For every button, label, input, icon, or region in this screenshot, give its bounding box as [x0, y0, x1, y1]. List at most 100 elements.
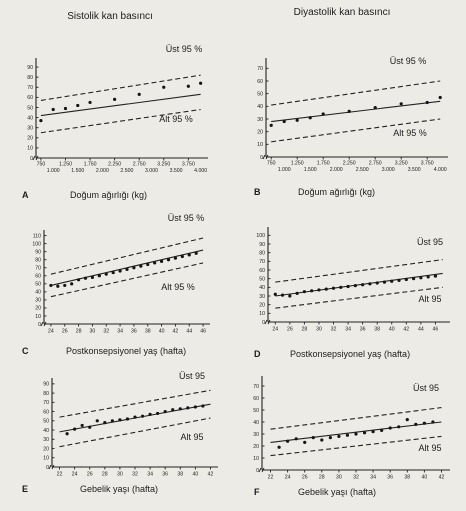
panel-c: 0 10 20 30 40 50 60 70 80 90 100 110 24 26 28 30 32 34 36 3… — [22, 213, 210, 356]
data-point — [118, 269, 122, 273]
x-tick-label: 34 — [117, 329, 123, 335]
x-tick-label: 42 — [208, 472, 214, 478]
x-tick-label: 26 — [62, 329, 68, 335]
data-point — [148, 412, 152, 416]
x-tick-label: 38 — [404, 475, 410, 481]
data-point — [375, 281, 379, 285]
x-tick-label: 24 — [272, 327, 278, 333]
y-tick-label: 10 — [253, 456, 259, 462]
y-tick-label: 0 — [260, 155, 263, 161]
data-point — [49, 283, 53, 288]
x-tick-label: 2.250 — [343, 161, 356, 167]
y-tick-label: 20 — [259, 302, 265, 308]
panel-letter: C — [22, 346, 29, 356]
y-tick-label: 40 — [257, 104, 263, 110]
data-point — [362, 431, 367, 435]
y-tick-label: 30 — [253, 432, 259, 438]
x-tick-label: 28 — [76, 329, 82, 335]
x-tick-label: 3.250 — [157, 162, 170, 168]
x-tick-label: 38 — [374, 327, 380, 333]
panel-letter: B — [254, 187, 261, 197]
lower-95-line — [40, 108, 201, 134]
y-tick-label: 100 — [256, 233, 265, 239]
data-point — [180, 254, 184, 259]
x-tick-label: 38 — [177, 472, 183, 478]
y-tick-label: 30 — [257, 117, 263, 123]
y-tick-label: 70 — [257, 66, 263, 72]
y-tick-label: 50 — [259, 276, 265, 282]
data-point — [280, 293, 285, 297]
x-tick-label: 1.750 — [84, 162, 97, 168]
x-tick-label: 3.500 — [408, 167, 421, 173]
lower-95-label: Alt 95 % — [161, 282, 195, 292]
x-tick-label: 30 — [336, 475, 342, 481]
data-point — [65, 432, 69, 436]
upper-95-label: Üst 95 % — [390, 56, 427, 66]
x-axis-label: Postkonsepsiyonel yaş (hafta) — [290, 349, 410, 359]
data-point — [137, 92, 141, 96]
x-tick-label: 22 — [268, 475, 274, 481]
title-left: Sistolik kan basıncı — [67, 11, 153, 22]
data-point — [345, 433, 350, 437]
data-point — [346, 284, 350, 289]
upper-95-line — [271, 80, 441, 106]
data-point — [199, 81, 203, 85]
upper-95-label: Üst 95 % — [166, 44, 203, 54]
data-point — [337, 434, 341, 438]
data-point — [63, 106, 68, 111]
upper-95-label: Üst 95 — [417, 237, 443, 247]
x-axis-label: Gebelik yaşı (hafta) — [80, 484, 158, 494]
data-point — [295, 118, 299, 122]
y-tick-label: 20 — [43, 446, 49, 452]
data-point — [273, 292, 277, 296]
data-point — [187, 253, 191, 257]
data-point — [76, 278, 81, 282]
data-point — [133, 415, 137, 419]
data-point — [269, 123, 273, 127]
y-tick-label: 40 — [35, 290, 41, 296]
data-point — [399, 102, 403, 106]
lower-95-line — [275, 286, 443, 309]
x-tick-label: 28 — [302, 327, 308, 333]
x-tick-label: 44 — [418, 327, 424, 333]
y-tick-label: 30 — [27, 125, 33, 131]
x-tick-label: 34 — [147, 472, 153, 478]
data-point — [104, 272, 108, 276]
x-tick-label: 4.000 — [434, 167, 447, 173]
y-tick-label: 10 — [27, 146, 33, 152]
data-point — [412, 277, 416, 281]
data-point — [320, 438, 324, 442]
y-tick-label: 30 — [43, 437, 49, 443]
y-tick-label: 60 — [259, 268, 265, 274]
data-point — [194, 251, 198, 255]
x-tick-label: 26 — [287, 327, 293, 333]
data-point — [397, 425, 401, 429]
x-tick-label: 42 — [173, 329, 179, 335]
x-tick-label: 24 — [48, 329, 54, 335]
y-tick-label: 50 — [43, 419, 49, 425]
x-tick-label: 26 — [302, 475, 308, 481]
data-point — [288, 294, 292, 298]
y-tick-label: 60 — [43, 409, 49, 415]
data-point — [156, 411, 160, 416]
data-point — [339, 285, 343, 289]
data-point — [277, 445, 281, 449]
lower-95-label: Alt 95 % — [393, 128, 427, 138]
data-point — [295, 291, 299, 295]
y-tick-label: 20 — [253, 444, 259, 450]
data-point — [186, 406, 190, 410]
x-tick-label: 40 — [192, 472, 198, 478]
regression-line — [50, 249, 204, 286]
x-tick-label: 36 — [387, 475, 393, 481]
panel-e: 0 10 20 30 40 50 60 70 80 90 22 24 26 28 30 32 34 36 38 40 4… — [22, 371, 218, 494]
y-tick-label: 70 — [259, 259, 265, 265]
y-tick-label: 20 — [27, 136, 33, 142]
x-tick-label: 26 — [87, 472, 93, 478]
x-tick-label: 750 — [37, 162, 46, 168]
data-point — [159, 259, 164, 263]
y-tick-label: 40 — [259, 285, 265, 291]
y-tick-label: 0 — [46, 465, 49, 471]
y-tick-label: 90 — [35, 249, 41, 255]
y-tick-label: 100 — [32, 241, 41, 247]
y-tick-label: 0 — [262, 320, 265, 326]
